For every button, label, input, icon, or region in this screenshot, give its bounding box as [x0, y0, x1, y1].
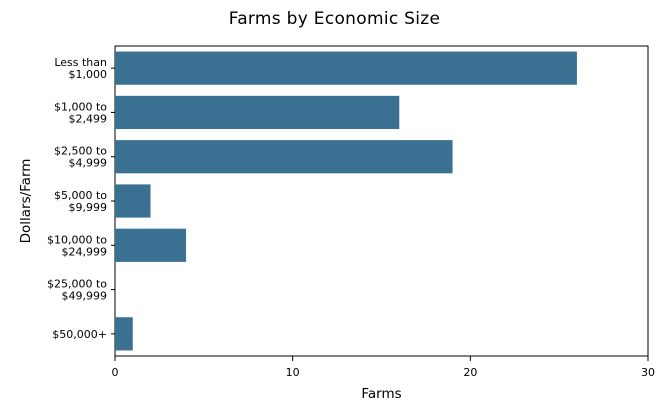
x-axis-title: Farms: [361, 386, 401, 402]
chart-title: Farms by Economic Size: [228, 9, 441, 29]
x-tick-label-2: 20: [463, 366, 477, 379]
bar-4: [115, 228, 187, 262]
y-tick-label-4: $10,000 to $24,999: [47, 233, 107, 258]
y-axis-title: Dollars/Farm: [18, 159, 34, 244]
bar-2: [115, 140, 453, 174]
bar-0: [115, 51, 577, 85]
bars: [115, 51, 577, 351]
x-tick-label-0: 0: [112, 366, 119, 379]
bar-6: [115, 317, 133, 351]
y-tick-label-1: $1,000 to $2,499: [54, 100, 107, 125]
y-tick-label-6: $50,000+: [52, 328, 107, 341]
y-tick-label-0: Less than $1,000: [54, 56, 107, 81]
plot-frame: [114, 45, 649, 357]
bar-1: [115, 95, 400, 130]
y-axis-ticks: Less than $1,000 $1,000 to $2,499 $2,500 to $…: [47, 56, 115, 341]
y-tick-label-2: $2,500 to $4,999: [54, 145, 107, 170]
x-tick-label-1: 10: [286, 366, 300, 379]
y-tick-label-3: $5,000 to $9,999: [54, 189, 107, 214]
x-tick-label-3: 30: [641, 366, 655, 379]
bar-3: [115, 184, 151, 218]
x-axis-ticks: 0 10 20 30: [112, 356, 655, 379]
y-tick-label-5: $25,000 to $49,999: [47, 278, 107, 303]
